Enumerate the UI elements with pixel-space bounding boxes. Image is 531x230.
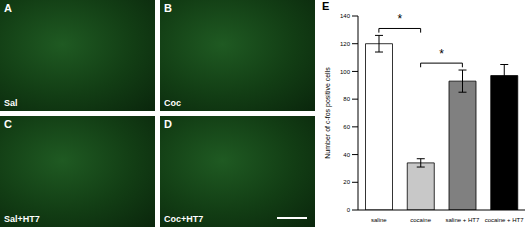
html-text:D: D (164, 118, 172, 130)
svg-text:120: 120 (340, 41, 351, 47)
html-text:C: C (4, 118, 12, 130)
html-text:B: B (164, 2, 172, 14)
svg-text:0: 0 (347, 207, 351, 213)
svg-text:20: 20 (343, 179, 350, 185)
svg-text:cocaine + HT7: cocaine + HT7 (485, 217, 523, 223)
svg-text:40: 40 (343, 152, 350, 158)
html-text:E: E (322, 0, 330, 12)
html-text:Sal+HT7: Sal+HT7 (4, 214, 40, 224)
html-text:Coc: Coc (164, 98, 181, 108)
svg-text:140: 140 (340, 13, 351, 19)
svg-text:*: * (439, 47, 444, 61)
html-text:Sal: Sal (4, 98, 18, 108)
html-text:A: A (4, 2, 12, 14)
svg-text:80: 80 (343, 96, 350, 102)
svg-text:saline + HT7: saline + HT7 (445, 217, 480, 223)
svg-text:60: 60 (343, 124, 350, 130)
svg-text:100: 100 (340, 69, 351, 75)
svg-text:*: * (397, 12, 402, 26)
svg-text:saline: saline (371, 217, 387, 223)
svg-text:Number of c-fos positive cells: Number of c-fos positive cells (324, 67, 332, 159)
html-text:Coc+HT7: Coc+HT7 (164, 214, 204, 224)
svg-text:cocaine: cocaine (410, 217, 431, 223)
